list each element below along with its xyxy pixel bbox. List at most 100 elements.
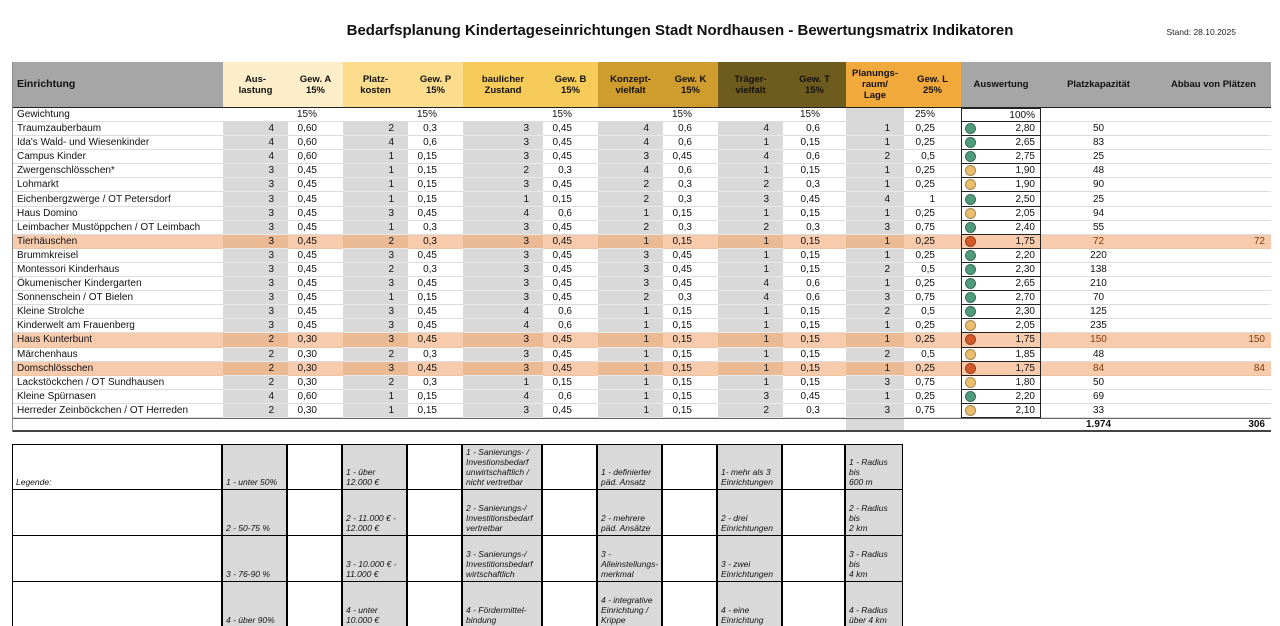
cell-einrichtung[interactable]: Tierhäuschen xyxy=(13,234,223,249)
cell-gew-b[interactable]: 0,45 xyxy=(543,136,598,151)
cell-einrichtung[interactable]: Eichenbergzwerge / OT Petersdorf xyxy=(13,192,223,207)
cell-auslastung[interactable]: 3 xyxy=(223,277,288,292)
cell-abbau[interactable] xyxy=(1156,305,1271,320)
cell-gew-p[interactable]: 0,3 xyxy=(408,348,463,362)
cell-gew-a[interactable]: 0,45 xyxy=(288,291,343,306)
cell-gew-l[interactable]: 0,25 xyxy=(904,319,961,334)
cell-baulicher-zustand[interactable]: 4 xyxy=(463,389,543,404)
cell-gew-l[interactable]: 0,25 xyxy=(904,136,961,151)
cell-abbau[interactable] xyxy=(1156,376,1271,390)
cell-einrichtung[interactable]: Brummkreisel xyxy=(13,249,223,263)
cell-platzkapazitaet[interactable]: 83 xyxy=(1041,136,1156,151)
cell-platzkosten[interactable]: 2 xyxy=(343,234,408,249)
cell-auslastung[interactable]: 3 xyxy=(223,319,288,334)
cell-platzkosten[interactable]: 3 xyxy=(343,333,408,348)
cell-baulicher-zustand[interactable]: 3 xyxy=(463,220,543,235)
legend-label[interactable]: Legende: xyxy=(12,444,222,490)
cell-planungsraum[interactable]: 1 xyxy=(846,234,904,249)
cell-auswertung[interactable]: 2,40 xyxy=(961,220,1041,235)
legend-spacer[interactable] xyxy=(542,536,597,582)
cell-gew-p[interactable]: 0,3 xyxy=(408,376,463,390)
legend-planungsraum[interactable]: 1 - Radius bis 600 m xyxy=(845,444,903,490)
cell-gew-b[interactable]: 0,45 xyxy=(543,277,598,292)
legend-auslastung[interactable]: 3 - 76-90 % xyxy=(222,536,287,582)
cell-gew-l[interactable]: 0,5 xyxy=(904,305,961,320)
cell-platzkapazitaet[interactable]: 84 xyxy=(1041,361,1156,376)
header-gew-l[interactable]: Gew. L 25% xyxy=(904,62,961,107)
cell-platzkapazitaet[interactable]: 90 xyxy=(1041,178,1156,193)
cell-gew-b[interactable]: 0,6 xyxy=(543,207,598,221)
cell-abbau[interactable] xyxy=(1156,404,1271,418)
cell-gew-k[interactable]: 0,45 xyxy=(663,263,718,278)
cell-gew-b[interactable]: 0,6 xyxy=(543,319,598,334)
cell-gew-b[interactable]: 0,45 xyxy=(543,234,598,249)
legend-konzeptvielfalt[interactable]: 2 - mehrere päd. Ansätze xyxy=(597,490,662,536)
cell-gew-k[interactable]: 0,3 xyxy=(663,291,718,306)
cell-platzkapazitaet[interactable]: 69 xyxy=(1041,390,1156,404)
cell-auslastung[interactable]: 3 xyxy=(223,220,288,235)
cell-auswertung[interactable]: 1,75 xyxy=(961,234,1041,249)
cell-auswertung[interactable]: 2,05 xyxy=(961,206,1041,221)
cell-konzeptvielfalt[interactable]: 1 xyxy=(598,375,663,390)
cell-gew-b[interactable]: 0,45 xyxy=(543,263,598,278)
cell-auslastung[interactable]: 4 xyxy=(223,122,288,137)
cell-gew-b[interactable]: 0,3 xyxy=(543,164,598,179)
cell-gew-t[interactable]: 0,3 xyxy=(783,178,846,193)
cell-baulicher-zustand[interactable]: 3 xyxy=(463,150,543,165)
cell-gew-k[interactable]: 0,3 xyxy=(663,221,718,235)
header-auslastung[interactable]: Aus- lastung xyxy=(223,62,288,107)
header-gew-p[interactable]: Gew. P 15% xyxy=(408,62,463,107)
cell-konzeptvielfalt[interactable]: 3 xyxy=(598,248,663,263)
cell-einrichtung[interactable]: Ida's Wald- und Wiesenkinder xyxy=(13,136,223,151)
cell-auswertung[interactable]: 2,50 xyxy=(961,192,1041,207)
cell-planungsraum[interactable]: 1 xyxy=(846,248,904,263)
header-planungsraum[interactable]: Planungs- raum/ Lage xyxy=(846,62,904,107)
cell-konzeptvielfalt[interactable]: 1 xyxy=(598,361,663,376)
legend-traegervielfalt[interactable]: 2 - drei Einrichtungen xyxy=(717,490,782,536)
cell-auslastung[interactable]: 4 xyxy=(223,389,288,404)
cell-planungsraum[interactable]: 1 xyxy=(846,136,904,151)
cell-auswertung[interactable]: 2,65 xyxy=(961,136,1041,151)
cell-platzkosten[interactable]: 4 xyxy=(343,136,408,151)
cell-gew-t[interactable]: 0,15 xyxy=(783,348,846,362)
cell-platzkapazitaet[interactable]: 33 xyxy=(1041,404,1156,418)
cell-platzkapazitaet[interactable]: 48 xyxy=(1041,348,1156,362)
cell-baulicher-zustand[interactable]: 1 xyxy=(463,192,543,207)
cell-platzkosten[interactable]: 1 xyxy=(343,150,408,165)
cell-gew-k[interactable]: 0,15 xyxy=(663,404,718,418)
cell-gew-p[interactable]: 0,3 xyxy=(408,122,463,137)
legend-spacer[interactable] xyxy=(782,536,845,582)
cell-gew-l[interactable]: 0,75 xyxy=(904,291,961,306)
cell-gew-l[interactable]: 1 xyxy=(904,192,961,207)
legend-konzeptvielfalt[interactable]: 3 - Alleinstellungs- merkmal xyxy=(597,536,662,582)
cell-traegervielfalt[interactable]: 2 xyxy=(718,403,783,418)
cell-gew-a[interactable]: 0,30 xyxy=(288,348,343,362)
cell-gew-t[interactable]: 0,15 xyxy=(783,136,846,151)
cell-gew-k[interactable]: 0,15 xyxy=(663,305,718,320)
legend-spacer[interactable] xyxy=(662,490,717,536)
cell-einrichtung[interactable]: Domschlösschen xyxy=(13,361,223,376)
cell-abbau[interactable] xyxy=(1156,348,1271,362)
legend-auslastung[interactable]: 4 - über 90% xyxy=(222,582,287,626)
legend-baulicher-zustand[interactable]: 1 - Sanierungs- / Investionsbedarf unwir… xyxy=(462,444,542,490)
cell-platzkosten[interactable]: 3 xyxy=(343,248,408,263)
header-platzkapazitaet[interactable]: Platzkapazität xyxy=(1041,62,1156,107)
legend-auslastung[interactable]: 2 - 50-75 % xyxy=(222,490,287,536)
cell-gew-k[interactable]: 0,15 xyxy=(663,376,718,390)
cell-baulicher-zustand[interactable]: 3 xyxy=(463,403,543,418)
cell-auswertung[interactable]: 2,05 xyxy=(961,319,1041,334)
legend-platzkosten[interactable]: 1 - über 12.000 € xyxy=(342,444,407,490)
cell-auswertung[interactable]: 1,90 xyxy=(961,164,1041,179)
cell-abbau[interactable] xyxy=(1156,207,1271,221)
cell-auswertung[interactable]: 2,20 xyxy=(961,248,1041,263)
cell-auswertung[interactable]: 1,80 xyxy=(961,375,1041,390)
legend-planungsraum[interactable]: 2 - Radius bis 2 km xyxy=(845,490,903,536)
cell-gew-b[interactable]: 0,45 xyxy=(543,178,598,193)
cell-traegervielfalt[interactable]: 1 xyxy=(718,248,783,263)
cell-gew-b[interactable]: 0,6 xyxy=(543,305,598,320)
cell-platzkosten[interactable]: 1 xyxy=(343,164,408,179)
cell-gewichtung-p[interactable]: 15% xyxy=(408,108,463,122)
cell-gew-k[interactable]: 0,15 xyxy=(663,234,718,249)
cell-konzeptvielfalt[interactable]: 4 xyxy=(598,122,663,137)
cell-auslastung[interactable]: 2 xyxy=(223,375,288,390)
